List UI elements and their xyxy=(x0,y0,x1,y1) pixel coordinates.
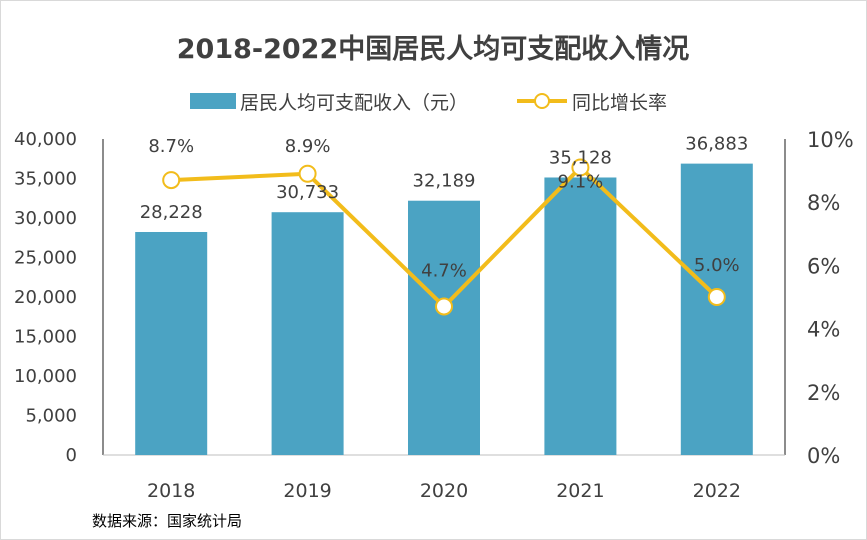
x-tick-label: 2020 xyxy=(420,480,468,502)
bar-2021 xyxy=(544,177,617,455)
y-right-tick-label: 6% xyxy=(807,254,840,278)
y-right-tick-label: 2% xyxy=(807,381,840,405)
y-left-tick-label: 35,000 xyxy=(14,169,77,190)
legend-line-label: 同比增长率 xyxy=(572,92,667,114)
line-value-label: 8.7% xyxy=(148,136,194,157)
y-left-tick-label: 15,000 xyxy=(14,327,77,348)
x-tick-label: 2021 xyxy=(556,480,604,502)
bar-value-label: 28,228 xyxy=(140,202,203,223)
line-point-2021 xyxy=(571,158,590,177)
y-left-tick-label: 30,000 xyxy=(14,208,77,229)
x-tick-label: 2018 xyxy=(147,480,195,502)
line-value-label: 5.0% xyxy=(694,255,740,276)
legend: 居民人均可支配收入（元） 同比增长率 xyxy=(190,92,667,114)
line-point-2022 xyxy=(707,288,726,306)
line-value-label: 8.9% xyxy=(285,136,331,157)
legend-bar-label: 居民人均可支配收入（元） xyxy=(240,92,468,114)
bar-2022 xyxy=(680,163,753,455)
y-left-tick-label: 40,000 xyxy=(14,129,77,150)
y-left-tick-label: 25,000 xyxy=(14,248,77,269)
bar-value-label: 35,128 xyxy=(549,147,612,168)
line-value-label: 4.7% xyxy=(421,260,467,281)
y-left-tick-label: 10,000 xyxy=(14,366,77,387)
bar-value-label: 30,733 xyxy=(276,182,339,203)
x-tick-label: 2022 xyxy=(693,480,741,502)
bar-2020 xyxy=(408,200,480,455)
line-point-2018 xyxy=(162,171,181,190)
bar-2019 xyxy=(271,212,344,455)
line-value-label: 9.1% xyxy=(558,171,604,192)
legend-bar-swatch xyxy=(190,93,236,109)
y-right-tick-label: 4% xyxy=(807,318,840,342)
legend-line-marker xyxy=(534,93,550,109)
bar-value-label: 36,883 xyxy=(685,134,748,155)
y-left-tick-label: 0 xyxy=(66,445,77,466)
bar-value-label: 32,189 xyxy=(413,171,476,192)
bar-2018 xyxy=(135,231,208,455)
x-tick-label: 2019 xyxy=(283,480,331,502)
line-point-2020 xyxy=(435,297,453,316)
y-right-tick-label: 8% xyxy=(807,191,840,215)
y-left-tick-label: 5,000 xyxy=(25,406,77,427)
line-point-2019 xyxy=(298,164,317,183)
source-note: 数据来源：国家统计局 xyxy=(92,512,242,530)
y-left-tick-label: 20,000 xyxy=(14,287,77,308)
chart-title: 2018-2022中国居民人均可支配收入情况 xyxy=(177,34,690,65)
y-right-tick-label: 10% xyxy=(807,128,854,152)
y-right-tick-label: 0% xyxy=(807,444,840,468)
